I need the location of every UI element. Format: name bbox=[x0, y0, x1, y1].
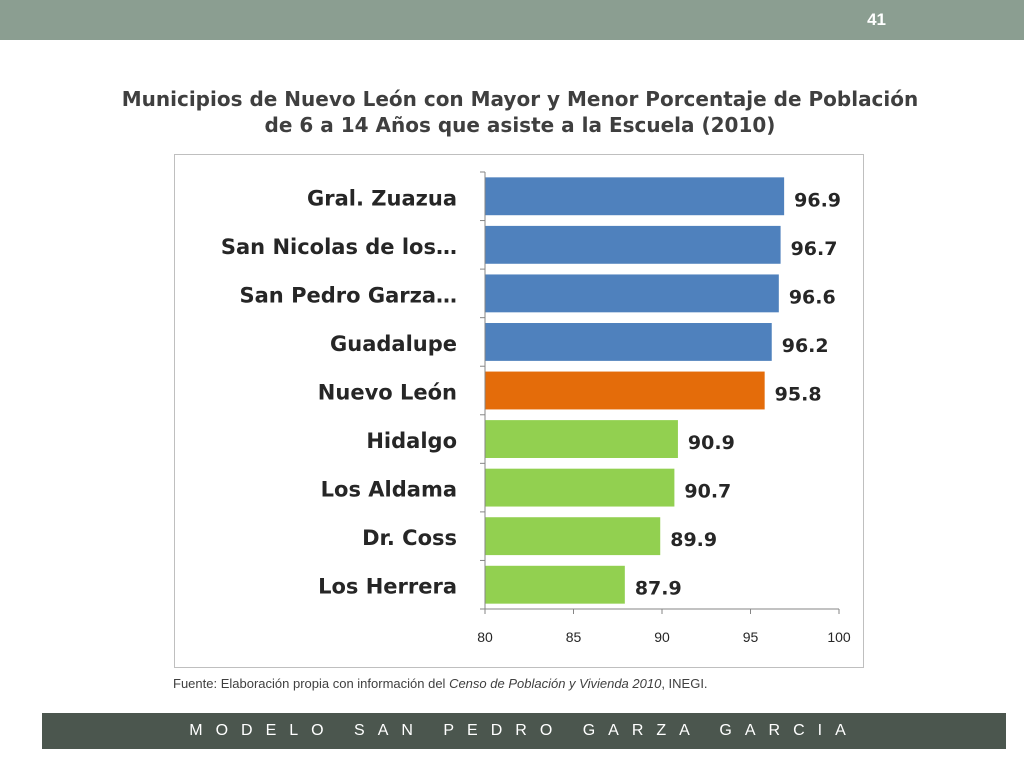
data-label: 90.7 bbox=[684, 481, 731, 503]
data-label: 90.9 bbox=[688, 432, 735, 454]
bar bbox=[485, 274, 779, 313]
bar bbox=[485, 323, 772, 361]
category-label: Guadalupe bbox=[330, 332, 457, 356]
source-note: Fuente: Elaboración propia con informaci… bbox=[173, 676, 708, 691]
x-tick-label: 90 bbox=[654, 629, 670, 645]
top-bar: 41 bbox=[0, 0, 1024, 40]
footer-bar: MODELO SAN PEDRO GARZA GARCIA bbox=[42, 713, 1006, 749]
bar-chart: Gral. Zuazua 96.9 San Nicolas de los… 96.7 S… bbox=[221, 171, 851, 645]
category-label: San Nicolas de los… bbox=[221, 235, 457, 259]
x-tick-label: 95 bbox=[743, 629, 759, 645]
data-label: 96.6 bbox=[789, 286, 836, 308]
chart-frame: Gral. Zuazua 96.9 San Nicolas de los… 96.7 S… bbox=[174, 154, 864, 668]
chart-title-line-2: de 6 a 14 Años que asiste a la Escuela (… bbox=[264, 113, 776, 137]
data-label: 96.7 bbox=[791, 238, 838, 260]
bar bbox=[485, 517, 661, 556]
x-tick-label: 80 bbox=[477, 629, 493, 645]
bar bbox=[485, 177, 785, 216]
bar bbox=[485, 371, 765, 410]
source-prefix: Fuente: Elaboración propia con informaci… bbox=[173, 676, 450, 691]
x-tick-label: 100 bbox=[827, 629, 851, 645]
bar bbox=[485, 420, 678, 458]
category-label: San Pedro Garza… bbox=[240, 283, 457, 307]
data-label: 87.9 bbox=[635, 578, 682, 600]
source-suffix: , INEGI. bbox=[661, 676, 708, 691]
chart-title: Municipios de Nuevo León con Mayor y Men… bbox=[100, 86, 940, 138]
chart-title-line-1: Municipios de Nuevo León con Mayor y Men… bbox=[121, 87, 919, 111]
bar bbox=[485, 565, 625, 604]
data-label: 96.9 bbox=[794, 189, 841, 211]
data-label: 96.2 bbox=[782, 335, 829, 357]
category-label: Hidalgo bbox=[366, 429, 457, 453]
category-label: Gral. Zuazua bbox=[307, 186, 457, 210]
category-label: Los Aldama bbox=[321, 478, 457, 502]
footer-text: MODELO SAN PEDRO GARZA GARCIA bbox=[189, 722, 859, 739]
source-publication: Censo de Población y Vivienda 2010 bbox=[449, 676, 662, 691]
data-label: 95.8 bbox=[775, 384, 822, 406]
category-label: Nuevo León bbox=[318, 381, 457, 405]
x-tick-label: 85 bbox=[566, 629, 582, 645]
bar bbox=[485, 468, 675, 507]
bar bbox=[485, 225, 781, 264]
category-label: Los Herrera bbox=[318, 575, 457, 599]
category-label: Dr. Coss bbox=[362, 526, 457, 550]
page-number: 41 bbox=[867, 10, 886, 29]
data-label: 89.9 bbox=[670, 529, 717, 551]
